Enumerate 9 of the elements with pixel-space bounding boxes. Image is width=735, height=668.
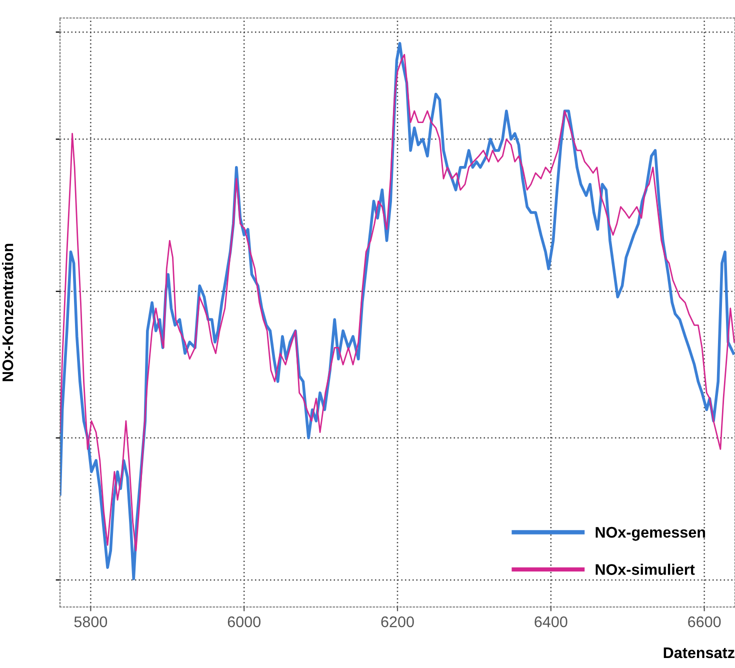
x-tick-label: 6400 — [534, 616, 568, 628]
x-tick-label: 6000 — [228, 616, 260, 628]
x-tick-label: 6600 — [688, 616, 721, 628]
x-axis-title: Datensatz — [664, 647, 734, 658]
y-axis-title: NOx-Konzentration — [2, 244, 14, 382]
legend-label: NOx-gemessen — [596, 526, 706, 541]
x-tick-label: 6200 — [381, 616, 414, 628]
legend-label: NOx-simuliert — [596, 564, 695, 575]
x-tick-label: 5800 — [74, 616, 108, 628]
